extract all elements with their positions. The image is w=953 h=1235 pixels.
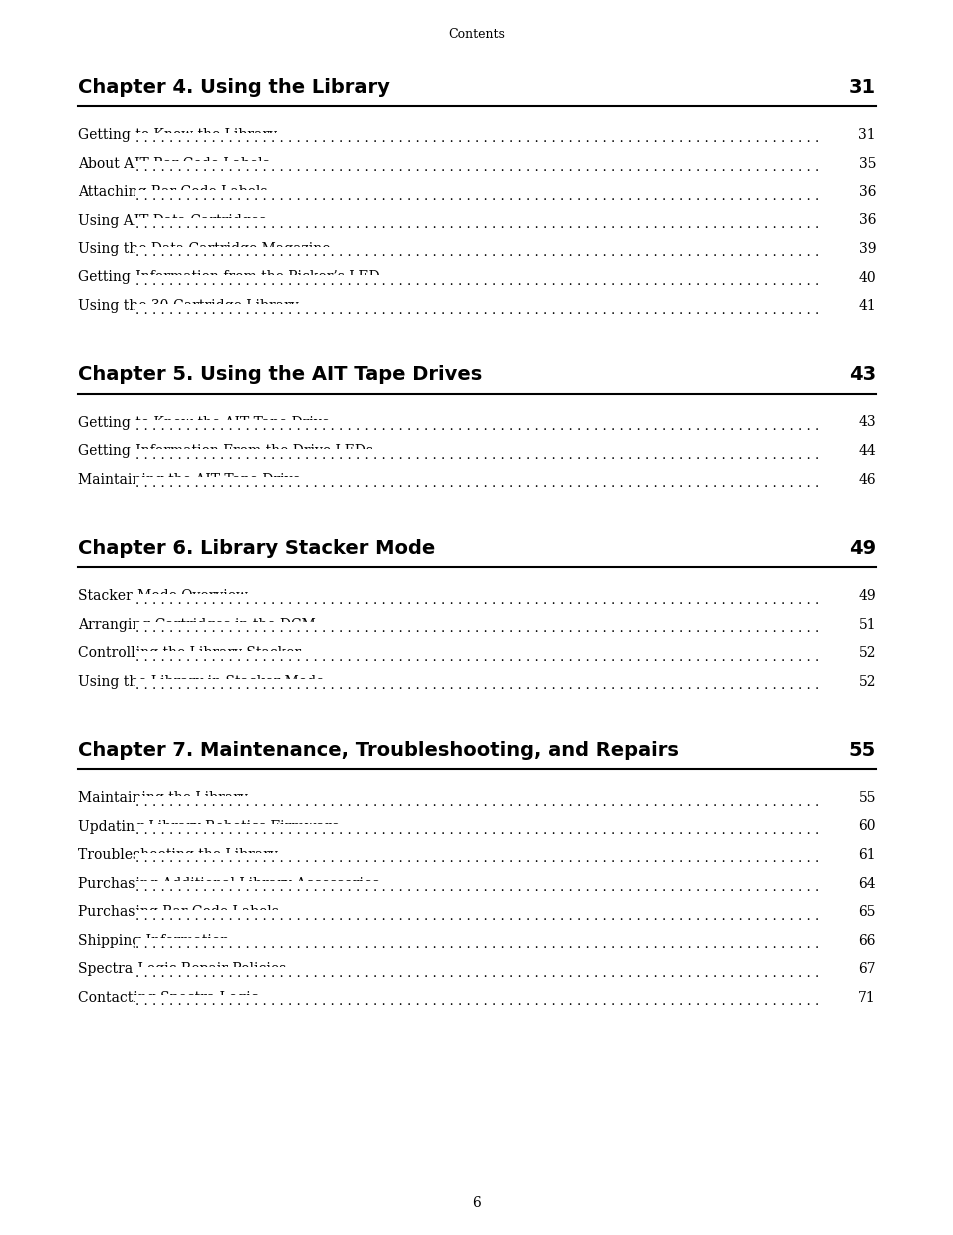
Text: 39: 39 xyxy=(858,242,875,256)
Text: Chapter 4. Using the Library: Chapter 4. Using the Library xyxy=(78,78,390,98)
Text: 64: 64 xyxy=(858,877,875,890)
Text: Using AIT Data Cartridges: Using AIT Data Cartridges xyxy=(78,214,266,227)
Text: 43: 43 xyxy=(858,415,875,430)
Text: Getting to Know the Library: Getting to Know the Library xyxy=(78,128,276,142)
Text: 40: 40 xyxy=(858,270,875,284)
Text: 41: 41 xyxy=(858,299,875,312)
Text: 71: 71 xyxy=(858,990,875,1004)
Text: Maintaining the Library: Maintaining the Library xyxy=(78,790,248,805)
Text: . . . . . . . . . . . . . . . . . . . . . . . . . . . . . . . . . . . . . . . . : . . . . . . . . . . . . . . . . . . . . … xyxy=(134,881,819,894)
Text: 43: 43 xyxy=(848,366,875,384)
Text: . . . . . . . . . . . . . . . . . . . . . . . . . . . . . . . . . . . . . . . . : . . . . . . . . . . . . . . . . . . . . … xyxy=(134,909,819,923)
Text: Chapter 7. Maintenance, Troubleshooting, and Repairs: Chapter 7. Maintenance, Troubleshooting,… xyxy=(78,741,679,760)
Text: Getting Information From the Drive LEDs: Getting Information From the Drive LEDs xyxy=(78,445,373,458)
Text: 60: 60 xyxy=(858,820,875,834)
Text: Getting to Know the AIT Tape Drive: Getting to Know the AIT Tape Drive xyxy=(78,415,330,430)
Text: . . . . . . . . . . . . . . . . . . . . . . . . . . . . . . . . . . . . . . . . : . . . . . . . . . . . . . . . . . . . . … xyxy=(134,304,819,316)
Text: . . . . . . . . . . . . . . . . . . . . . . . . . . . . . . . . . . . . . . . . : . . . . . . . . . . . . . . . . . . . . … xyxy=(134,219,819,231)
Text: . . . . . . . . . . . . . . . . . . . . . . . . . . . . . . . . . . . . . . . . : . . . . . . . . . . . . . . . . . . . . … xyxy=(134,448,819,462)
Text: Stacker Mode Overview: Stacker Mode Overview xyxy=(78,589,248,603)
Text: Attaching Bar Code Labels: Attaching Bar Code Labels xyxy=(78,185,267,199)
Text: 31: 31 xyxy=(848,78,875,98)
Text: . . . . . . . . . . . . . . . . . . . . . . . . . . . . . . . . . . . . . . . . : . . . . . . . . . . . . . . . . . . . . … xyxy=(134,939,819,951)
Text: . . . . . . . . . . . . . . . . . . . . . . . . . . . . . . . . . . . . . . . . : . . . . . . . . . . . . . . . . . . . . … xyxy=(134,679,819,692)
Text: 35: 35 xyxy=(858,157,875,170)
Text: Using the 30-Cartridge Library: Using the 30-Cartridge Library xyxy=(78,299,298,312)
Text: 51: 51 xyxy=(858,618,875,631)
Text: Spectra Logic Repair Policies: Spectra Logic Repair Policies xyxy=(78,962,286,976)
Text: 44: 44 xyxy=(858,445,875,458)
Text: Troubleshooting the Library: Troubleshooting the Library xyxy=(78,848,277,862)
Text: . . . . . . . . . . . . . . . . . . . . . . . . . . . . . . . . . . . . . . . . : . . . . . . . . . . . . . . . . . . . . … xyxy=(134,477,819,490)
Text: Maintaining the AIT Tape Drive: Maintaining the AIT Tape Drive xyxy=(78,473,300,487)
Text: . . . . . . . . . . . . . . . . . . . . . . . . . . . . . . . . . . . . . . . . : . . . . . . . . . . . . . . . . . . . . … xyxy=(134,967,819,979)
Text: 36: 36 xyxy=(858,185,875,199)
Text: 36: 36 xyxy=(858,214,875,227)
Text: 55: 55 xyxy=(858,790,875,805)
Text: . . . . . . . . . . . . . . . . . . . . . . . . . . . . . . . . . . . . . . . . : . . . . . . . . . . . . . . . . . . . . … xyxy=(134,420,819,433)
Text: . . . . . . . . . . . . . . . . . . . . . . . . . . . . . . . . . . . . . . . . : . . . . . . . . . . . . . . . . . . . . … xyxy=(134,189,819,203)
Text: Contacting Spectra Logic: Contacting Spectra Logic xyxy=(78,990,258,1004)
Text: . . . . . . . . . . . . . . . . . . . . . . . . . . . . . . . . . . . . . . . . : . . . . . . . . . . . . . . . . . . . . … xyxy=(134,852,819,866)
Text: Purchasing Bar Code Labels: Purchasing Bar Code Labels xyxy=(78,905,278,919)
Text: 49: 49 xyxy=(848,538,875,558)
Text: 52: 52 xyxy=(858,674,875,688)
Text: 52: 52 xyxy=(858,646,875,659)
Text: 65: 65 xyxy=(858,905,875,919)
Text: . . . . . . . . . . . . . . . . . . . . . . . . . . . . . . . . . . . . . . . . : . . . . . . . . . . . . . . . . . . . . … xyxy=(134,795,819,809)
Text: Chapter 6. Library Stacker Mode: Chapter 6. Library Stacker Mode xyxy=(78,538,435,558)
Text: Contents: Contents xyxy=(448,28,505,41)
Text: Shipping Information: Shipping Information xyxy=(78,934,229,947)
Text: 61: 61 xyxy=(858,848,875,862)
Text: Using the Data Cartridge Magazine: Using the Data Cartridge Magazine xyxy=(78,242,330,256)
Text: . . . . . . . . . . . . . . . . . . . . . . . . . . . . . . . . . . . . . . . . : . . . . . . . . . . . . . . . . . . . . … xyxy=(134,651,819,663)
Text: Arranging Cartridges in the DCM: Arranging Cartridges in the DCM xyxy=(78,618,315,631)
Text: Chapter 5. Using the AIT Tape Drives: Chapter 5. Using the AIT Tape Drives xyxy=(78,366,482,384)
Text: Updating Library Robotics Firmware: Updating Library Robotics Firmware xyxy=(78,820,339,834)
Text: . . . . . . . . . . . . . . . . . . . . . . . . . . . . . . . . . . . . . . . . : . . . . . . . . . . . . . . . . . . . . … xyxy=(134,161,819,174)
Text: 31: 31 xyxy=(858,128,875,142)
Text: Purchasing Additional Library Accessories: Purchasing Additional Library Accessorie… xyxy=(78,877,379,890)
Text: 6: 6 xyxy=(472,1195,481,1210)
Text: . . . . . . . . . . . . . . . . . . . . . . . . . . . . . . . . . . . . . . . . : . . . . . . . . . . . . . . . . . . . . … xyxy=(134,247,819,259)
Text: 49: 49 xyxy=(858,589,875,603)
Text: . . . . . . . . . . . . . . . . . . . . . . . . . . . . . . . . . . . . . . . . : . . . . . . . . . . . . . . . . . . . . … xyxy=(134,622,819,635)
Text: 46: 46 xyxy=(858,473,875,487)
Text: Getting Information from the Picker’s LED: Getting Information from the Picker’s LE… xyxy=(78,270,379,284)
Text: . . . . . . . . . . . . . . . . . . . . . . . . . . . . . . . . . . . . . . . . : . . . . . . . . . . . . . . . . . . . . … xyxy=(134,995,819,1008)
Text: Using the Library in Stacker Mode: Using the Library in Stacker Mode xyxy=(78,674,324,688)
Text: . . . . . . . . . . . . . . . . . . . . . . . . . . . . . . . . . . . . . . . . : . . . . . . . . . . . . . . . . . . . . … xyxy=(134,132,819,146)
Text: 67: 67 xyxy=(858,962,875,976)
Text: 66: 66 xyxy=(858,934,875,947)
Text: Controlling the Library Stacker: Controlling the Library Stacker xyxy=(78,646,301,659)
Text: . . . . . . . . . . . . . . . . . . . . . . . . . . . . . . . . . . . . . . . . : . . . . . . . . . . . . . . . . . . . . … xyxy=(134,594,819,606)
Text: . . . . . . . . . . . . . . . . . . . . . . . . . . . . . . . . . . . . . . . . : . . . . . . . . . . . . . . . . . . . . … xyxy=(134,824,819,837)
Text: About AIT Bar Code Labels: About AIT Bar Code Labels xyxy=(78,157,270,170)
Text: 55: 55 xyxy=(848,741,875,760)
Text: . . . . . . . . . . . . . . . . . . . . . . . . . . . . . . . . . . . . . . . . : . . . . . . . . . . . . . . . . . . . . … xyxy=(134,275,819,288)
